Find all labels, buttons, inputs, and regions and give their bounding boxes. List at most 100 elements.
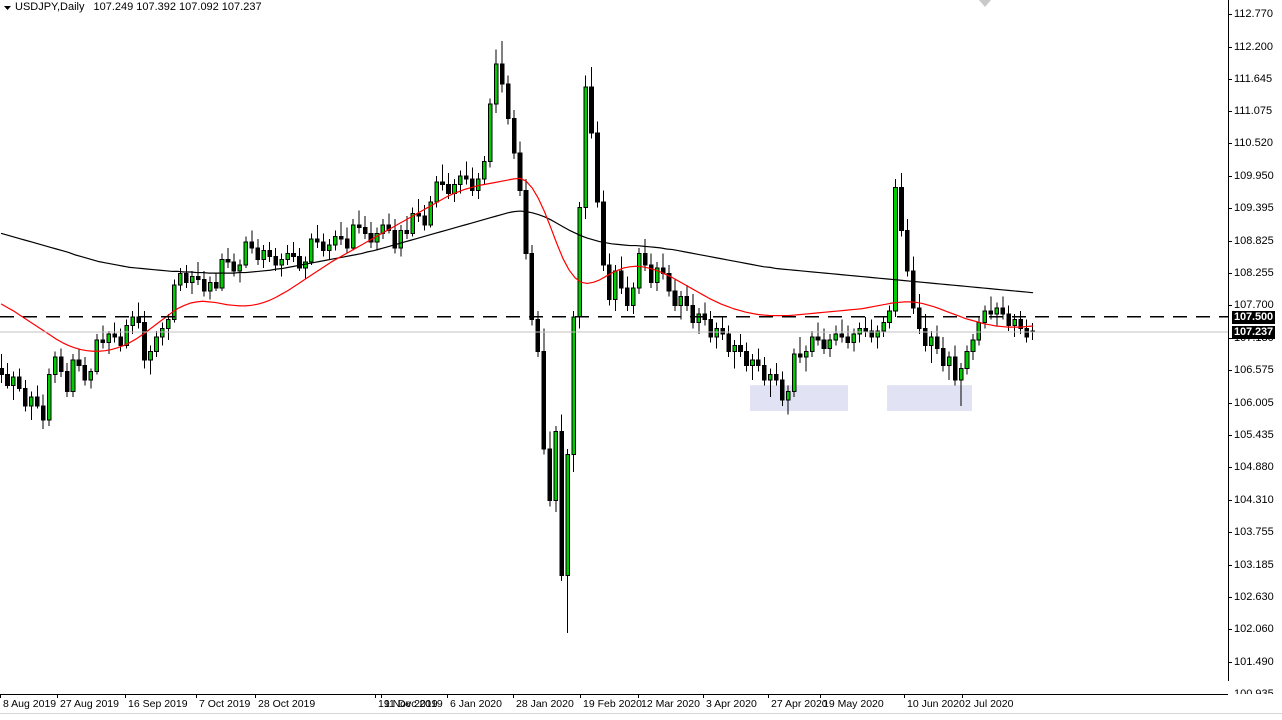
candle-body-bearish	[255, 247, 261, 260]
candle-body-bullish	[976, 322, 982, 341]
candle-body-bearish	[684, 296, 690, 306]
candle-body-bullish	[964, 350, 970, 370]
candle	[654, 262, 660, 291]
candle-body-bearish	[392, 230, 398, 249]
candle-body-bullish	[261, 250, 267, 260]
candle	[344, 227, 350, 254]
candle-body-bearish	[648, 264, 654, 283]
highlight-zone-1[interactable]	[750, 385, 848, 412]
time-tick	[638, 694, 639, 698]
time-tick	[381, 694, 382, 698]
price-axis-label: 107.700	[1234, 299, 1274, 311]
current-price-label[interactable]: 107.237	[1232, 326, 1276, 339]
candle	[982, 305, 988, 329]
candle	[273, 247, 278, 271]
price-tick	[1228, 111, 1232, 112]
candle-body-bearish	[541, 350, 547, 450]
candle	[863, 316, 869, 337]
highlight-zone-2[interactable]	[887, 385, 972, 412]
time-axis-label: 19 Nov 2019	[378, 698, 438, 710]
candle-body-bearish	[523, 189, 529, 255]
candle-body-bearish	[934, 336, 940, 349]
time-axis-label: 11 Dec 2019	[384, 698, 443, 710]
candle	[219, 253, 225, 291]
candle-body-bullish	[29, 396, 34, 407]
candle-body-bullish	[654, 267, 660, 283]
candle-body-bearish	[666, 273, 672, 292]
candle-body-bullish	[309, 238, 314, 263]
price-axis-border	[1228, 0, 1229, 681]
price-tick	[1228, 565, 1232, 566]
candle	[660, 253, 666, 280]
candle	[11, 371, 16, 401]
candle	[875, 325, 880, 349]
candle	[285, 244, 290, 266]
price-chart-canvas	[0, 41, 1228, 633]
candle	[458, 170, 463, 194]
candle	[779, 371, 785, 406]
candle-body-bearish	[344, 238, 350, 249]
candle-body-bullish	[571, 316, 576, 456]
candle-body-bearish	[869, 330, 874, 338]
candle	[82, 357, 88, 386]
candle	[470, 167, 475, 197]
price-tick	[1228, 143, 1232, 144]
candle	[678, 290, 684, 320]
candle-body-bullish	[476, 178, 481, 191]
candle	[130, 311, 135, 335]
candle-body-bullish	[791, 353, 797, 392]
candle	[827, 334, 833, 358]
chart-plot-area[interactable]	[0, 0, 1228, 694]
price-tick	[1228, 273, 1232, 274]
candle-body-bullish	[46, 373, 52, 421]
candle	[40, 394, 46, 429]
candle	[303, 256, 308, 280]
ma-line-ma-fast	[0, 177, 1034, 352]
candle-body-bearish	[672, 290, 678, 306]
time-axis-label: 12 Mar 2020	[641, 698, 700, 710]
level-label[interactable]: 107.500	[1232, 311, 1276, 324]
candle	[338, 221, 344, 245]
chart-object-marker[interactable]	[979, 0, 991, 7]
chevron-down-icon[interactable]	[0, 3, 14, 12]
candle-body-bearish	[404, 230, 410, 234]
candle-body-bullish	[636, 253, 642, 289]
candle-body-bearish	[726, 333, 731, 352]
candle	[183, 265, 189, 289]
candle-body-bearish	[917, 307, 922, 329]
candle	[362, 216, 368, 240]
candle	[23, 379, 28, 412]
candle-body-bearish	[356, 224, 362, 229]
price-axis[interactable]: 112.770 112.200 111.645 111.075 110.520 109.9…	[1228, 0, 1282, 700]
price-tick	[1228, 629, 1232, 630]
candle-body-bearish	[112, 333, 118, 338]
ohlc-low: 107.092	[179, 1, 219, 13]
candle-body-bearish	[1000, 307, 1006, 315]
price-axis-label: 103.185	[1234, 559, 1274, 571]
candle-body-bearish	[601, 201, 606, 266]
candle	[166, 313, 171, 340]
candle	[350, 219, 356, 251]
candle	[505, 75, 511, 125]
candle-body-bearish	[249, 241, 255, 249]
candle-body-bullish	[52, 356, 58, 375]
price-tick	[1228, 597, 1232, 598]
candle	[237, 259, 243, 283]
candle-body-bullish	[851, 333, 857, 344]
candle-body-bearish	[142, 322, 147, 361]
candle-body-bullish	[166, 319, 171, 329]
time-axis[interactable]: 8 Aug 2019 27 Aug 2019 16 Sep 2019 7 Oct 20…	[0, 694, 1282, 720]
candle-body-bullish	[452, 184, 457, 194]
candle-body-bullish	[458, 175, 463, 186]
candle	[148, 345, 153, 375]
candle-body-bearish	[416, 212, 421, 217]
candle	[201, 270, 207, 297]
ohlc-high: 107.392	[136, 1, 177, 13]
candle	[416, 199, 421, 222]
candle-body-bearish	[34, 396, 40, 407]
time-axis-bottom-border	[0, 713, 1282, 714]
price-axis-label: 111.645	[1234, 73, 1273, 85]
candle	[607, 253, 612, 306]
candle-body-bullish	[106, 333, 112, 344]
candle-body-bearish	[499, 63, 505, 85]
